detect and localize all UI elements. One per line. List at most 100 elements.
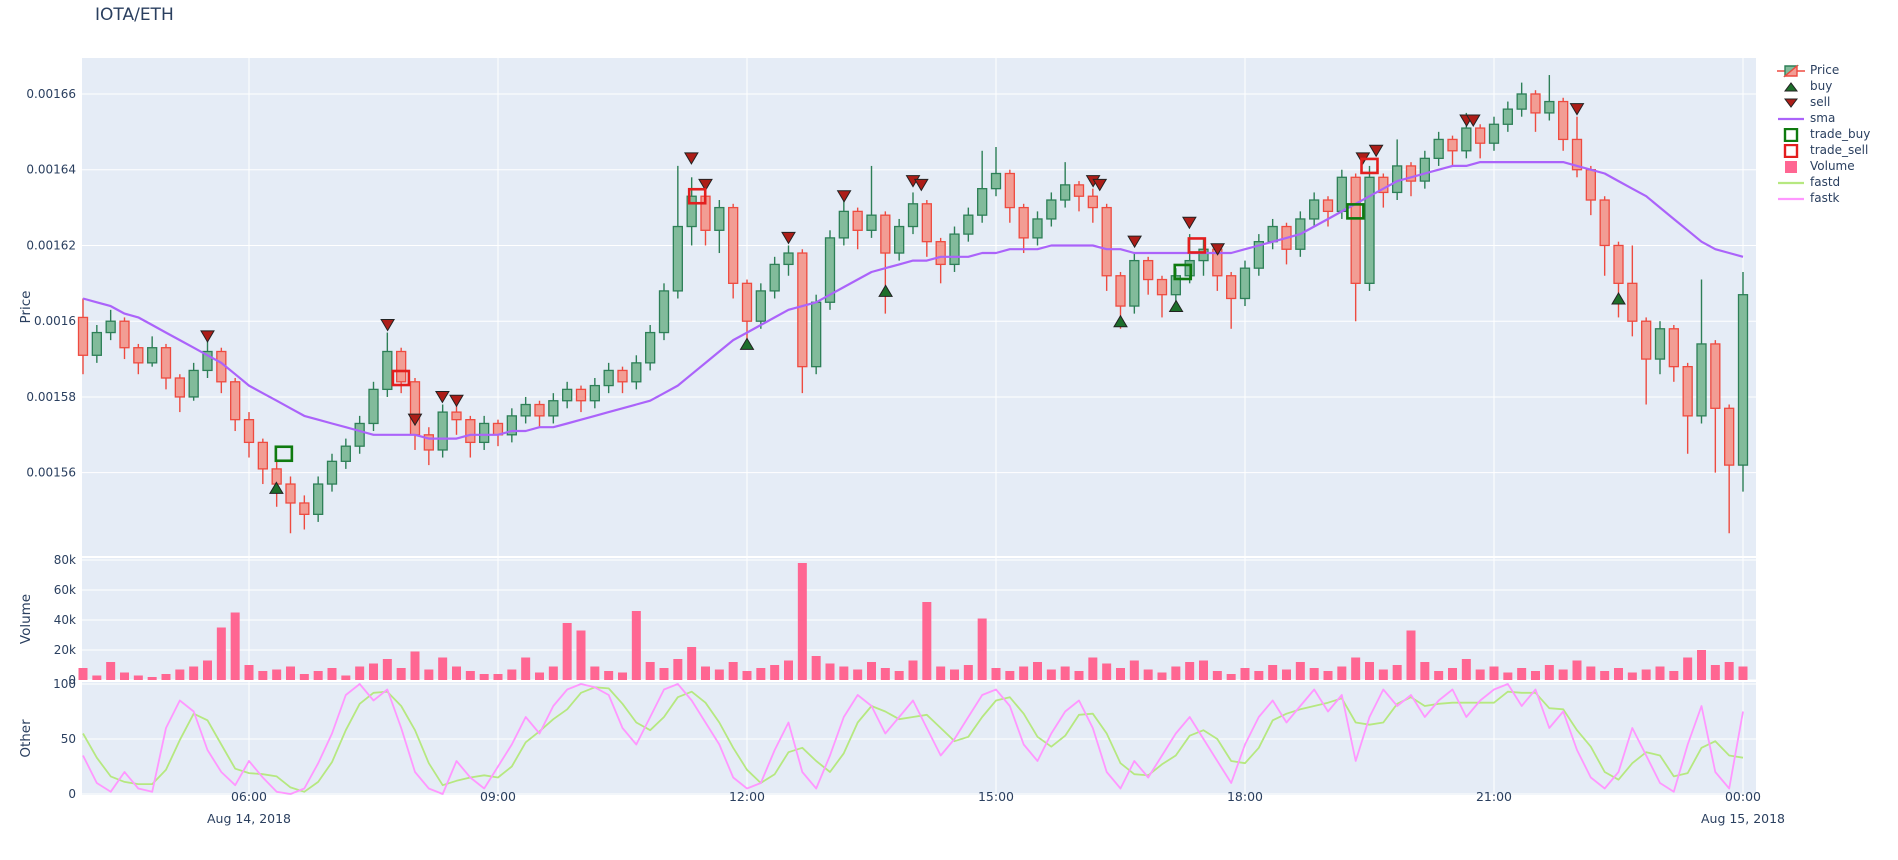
candle-body[interactable]: [852, 210, 863, 231]
volume-bar[interactable]: [1005, 671, 1015, 680]
candle-body[interactable]: [1364, 176, 1375, 284]
volume-bar[interactable]: [1157, 672, 1167, 681]
volume-bar[interactable]: [1503, 672, 1513, 681]
trade-sell-marker[interactable]: [391, 369, 411, 387]
volume-bar[interactable]: [161, 674, 171, 680]
volume-bar[interactable]: [1448, 668, 1457, 680]
volume-bar[interactable]: [341, 675, 351, 681]
sell-signal-marker[interactable]: [1092, 178, 1108, 192]
candle-body[interactable]: [645, 331, 656, 364]
sell-signal-marker[interactable]: [1465, 114, 1481, 127]
legend-item-sma[interactable]: sma: [1776, 110, 1870, 126]
volume-bar[interactable]: [175, 669, 185, 681]
candle-body[interactable]: [963, 214, 974, 235]
candle-body[interactable]: [1322, 199, 1334, 213]
candle-body[interactable]: [1710, 343, 1721, 409]
volume-bar[interactable]: [438, 657, 448, 681]
trade-sell-marker[interactable]: [1187, 237, 1207, 254]
volume-bar[interactable]: [1185, 662, 1195, 680]
volume-bar[interactable]: [1088, 657, 1098, 681]
volume-bar[interactable]: [1143, 669, 1153, 681]
candle-body[interactable]: [824, 237, 836, 303]
volume-bar[interactable]: [908, 660, 918, 681]
volume-bar[interactable]: [1337, 666, 1347, 681]
candle-body[interactable]: [866, 214, 877, 231]
candle-body[interactable]: [147, 347, 158, 364]
volume-bar[interactable]: [1060, 666, 1070, 681]
volume-bar[interactable]: [424, 669, 434, 681]
candle-body[interactable]: [1046, 199, 1057, 220]
volume-bar[interactable]: [521, 657, 531, 681]
candle-body[interactable]: [423, 434, 434, 451]
candle-body[interactable]: [479, 422, 490, 444]
volume-bar[interactable]: [1600, 671, 1610, 680]
volume-bar[interactable]: [1406, 630, 1416, 681]
candle-body[interactable]: [1032, 218, 1043, 239]
volume-bar[interactable]: [825, 663, 835, 681]
candle-body[interactable]: [285, 483, 296, 504]
sell-signal-marker[interactable]: [435, 390, 450, 404]
candle-body[interactable]: [797, 252, 808, 368]
volume-bar[interactable]: [1129, 660, 1139, 681]
candle-body[interactable]: [977, 188, 988, 216]
buy-signal-marker[interactable]: [878, 284, 893, 297]
buy-signal-marker[interactable]: [269, 481, 284, 494]
candle-body[interactable]: [1544, 100, 1555, 114]
volume-bar[interactable]: [659, 668, 669, 680]
volume-bar[interactable]: [687, 647, 697, 680]
legend-item-price[interactable]: Price: [1776, 62, 1870, 78]
candle-body[interactable]: [160, 347, 172, 379]
volume-bar[interactable]: [1282, 669, 1291, 681]
volume-bar[interactable]: [78, 668, 88, 680]
volume-bar[interactable]: [867, 662, 876, 680]
volume-bar[interactable]: [479, 674, 489, 680]
candle-body[interactable]: [1724, 407, 1735, 466]
sell-signal-marker[interactable]: [449, 394, 464, 408]
candle-body[interactable]: [1447, 138, 1458, 152]
sma-line[interactable]: [82, 161, 1744, 440]
volume-bar[interactable]: [535, 672, 544, 681]
sell-signal-marker[interactable]: [781, 231, 796, 245]
volume-bar[interactable]: [147, 677, 157, 680]
candle-body[interactable]: [589, 384, 600, 402]
candle-body[interactable]: [921, 203, 932, 243]
volume-bar[interactable]: [1365, 662, 1374, 680]
candle-body[interactable]: [1668, 328, 1679, 368]
volume-bar[interactable]: [1697, 650, 1706, 680]
candle-body[interactable]: [465, 419, 476, 444]
candle-body[interactable]: [1682, 365, 1693, 417]
sell-signal-marker[interactable]: [380, 318, 395, 332]
volume-bar[interactable]: [1475, 669, 1485, 681]
candle-body[interactable]: [1198, 248, 1209, 262]
volume-bar[interactable]: [1295, 662, 1305, 680]
candle-body[interactable]: [658, 290, 670, 334]
candle-body[interactable]: [119, 320, 130, 349]
candle-body[interactable]: [1073, 184, 1085, 197]
volume-bar[interactable]: [133, 675, 143, 681]
candle-body[interactable]: [1530, 93, 1541, 114]
candle-body[interactable]: [1737, 294, 1749, 466]
candle-body[interactable]: [299, 502, 310, 515]
volume-bar[interactable]: [1683, 657, 1693, 681]
candle-body[interactable]: [1613, 244, 1624, 284]
candle-body[interactable]: [1060, 184, 1071, 201]
legend-item-volume[interactable]: Volume: [1776, 158, 1870, 174]
volume-bar[interactable]: [1641, 669, 1651, 681]
candle-body[interactable]: [1129, 259, 1140, 307]
volume-bar[interactable]: [922, 602, 932, 680]
volume-bar[interactable]: [244, 665, 254, 680]
volume-bar[interactable]: [203, 660, 212, 681]
volume-bar[interactable]: [853, 669, 863, 681]
volume-bar[interactable]: [465, 671, 475, 680]
volume-bar[interactable]: [507, 669, 517, 681]
trade-sell-marker[interactable]: [1360, 157, 1379, 175]
volume-bar[interactable]: [811, 656, 821, 680]
candle-body[interactable]: [1641, 320, 1652, 360]
trade-sell-marker[interactable]: [687, 187, 707, 205]
volume-bar[interactable]: [742, 671, 752, 680]
candle-body[interactable]: [811, 301, 822, 368]
candle-body[interactable]: [1350, 176, 1361, 284]
volume-bar[interactable]: [382, 659, 392, 680]
candle-body[interactable]: [838, 210, 849, 239]
sell-signal-marker[interactable]: [407, 413, 423, 427]
